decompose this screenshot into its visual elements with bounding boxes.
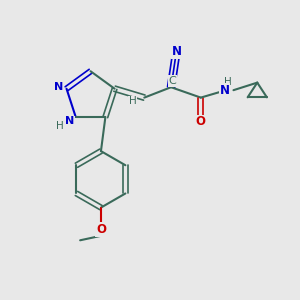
Text: N: N [65, 116, 74, 126]
Text: H: H [224, 77, 231, 87]
Text: H: H [128, 97, 136, 106]
Text: O: O [196, 116, 206, 128]
Text: N: N [172, 45, 182, 58]
Text: O: O [96, 224, 106, 236]
Text: C: C [169, 76, 176, 86]
Text: N: N [220, 84, 230, 97]
Text: H: H [56, 121, 64, 131]
Text: N: N [54, 82, 63, 92]
